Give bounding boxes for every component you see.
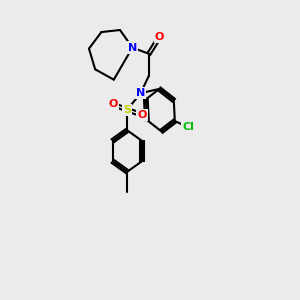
Text: O: O xyxy=(108,100,117,110)
Text: N: N xyxy=(136,88,145,98)
Text: S: S xyxy=(123,105,131,115)
Text: N: N xyxy=(128,43,137,52)
Text: O: O xyxy=(137,110,146,120)
Text: Cl: Cl xyxy=(182,122,194,132)
Text: O: O xyxy=(154,32,164,42)
